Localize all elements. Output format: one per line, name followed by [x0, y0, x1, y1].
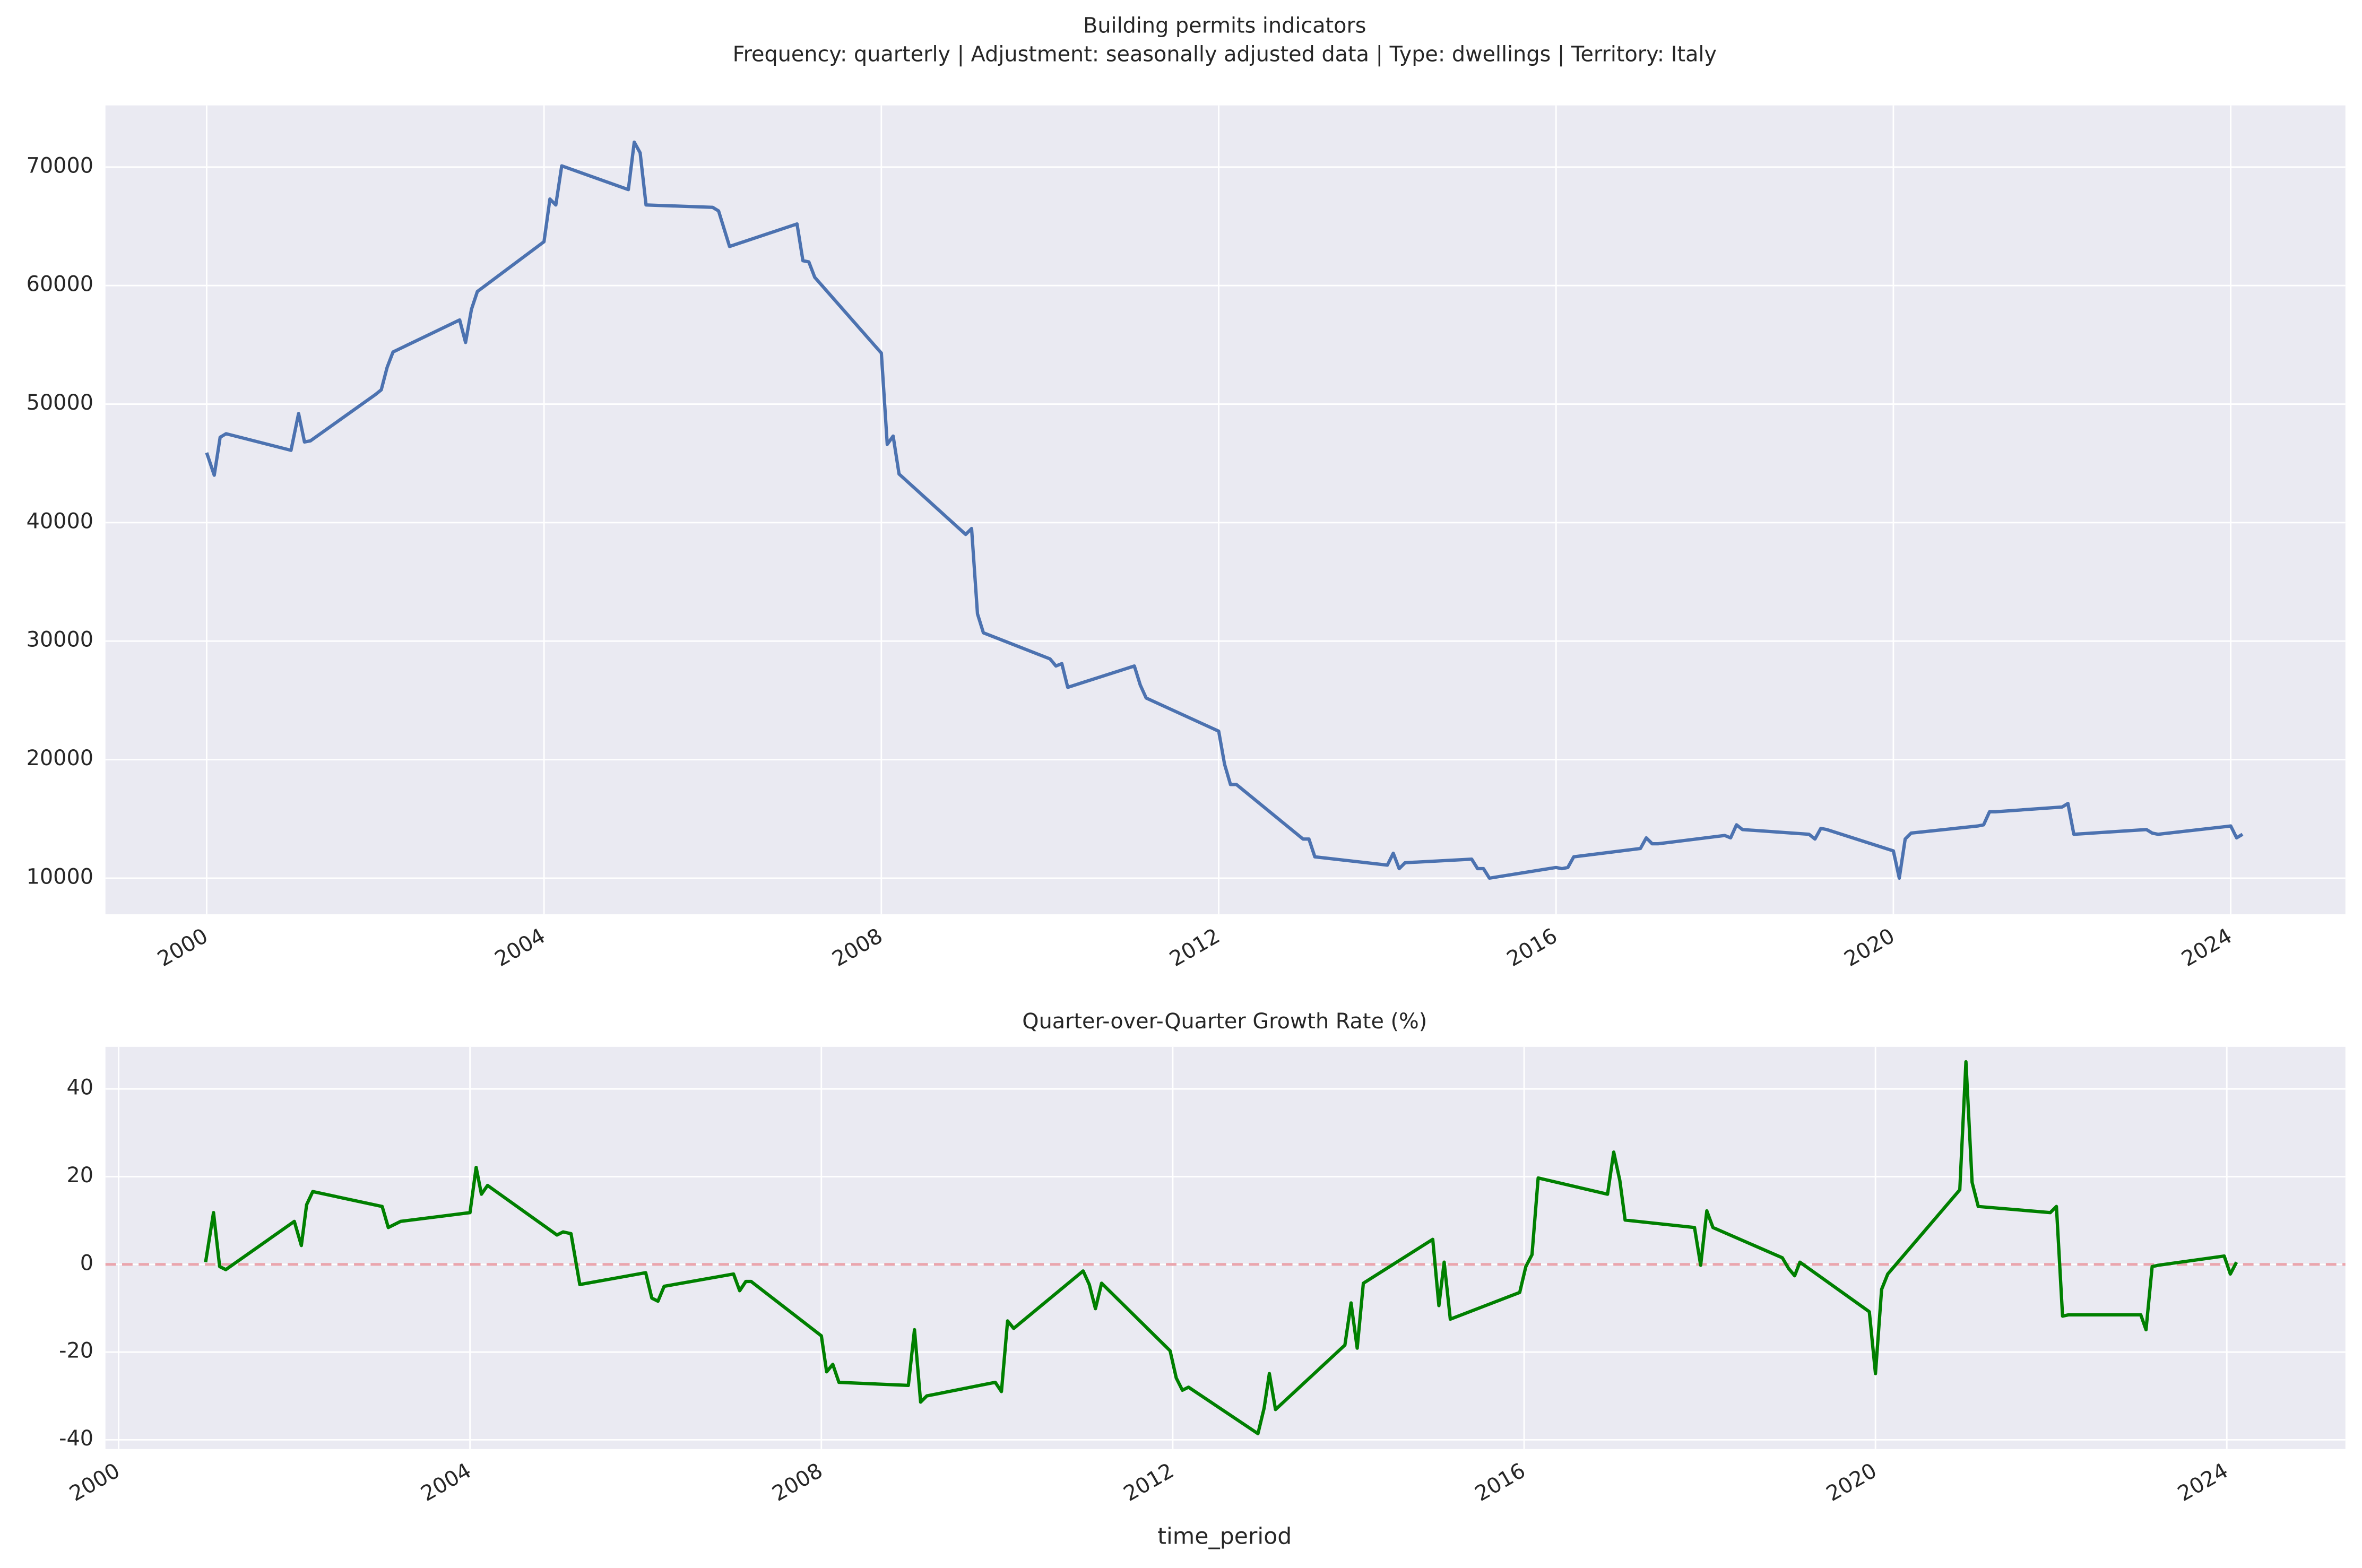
x-tick-label: 2004: [491, 924, 550, 972]
x-tick-label: 2004: [417, 1458, 475, 1506]
plot-background: [105, 105, 2346, 915]
x-tick-label: 2012: [1165, 924, 1224, 972]
y-tick-label: 10000: [27, 864, 93, 889]
x-tick-label: 2020: [1822, 1458, 1881, 1506]
x-tick-label: 2024: [2177, 924, 2236, 972]
x-axis-label: time_period: [1157, 1523, 1292, 1550]
y-tick-label: -20: [59, 1339, 93, 1363]
data-line: [204, 1060, 2238, 1435]
x-tick-label: 2016: [1471, 1458, 1530, 1506]
x-tick-label: 2008: [768, 1458, 827, 1506]
x-tick-label: 2000: [153, 924, 212, 972]
x-tick-label: 2020: [1840, 924, 1899, 972]
y-tick-label: -40: [59, 1426, 93, 1451]
panel-title: Quarter-over-Quarter Growth Rate (%): [1022, 1009, 1427, 1034]
y-tick-label: 70000: [27, 153, 93, 178]
y-tick-label: 60000: [27, 272, 93, 297]
y-tick-label: 20000: [27, 746, 93, 770]
y-tick-label: 40: [66, 1076, 93, 1100]
data-line: [205, 140, 2244, 880]
x-tick-label: 2024: [2174, 1458, 2233, 1506]
x-tick-label: 2012: [1120, 1458, 1179, 1506]
plot-background: [105, 1046, 2346, 1449]
x-tick-label: 2000: [65, 1458, 124, 1506]
y-tick-label: 0: [80, 1251, 93, 1275]
chart-subtitle: Frequency: quarterly | Adjustment: seaso…: [733, 42, 1717, 67]
x-tick-label: 2008: [828, 924, 887, 972]
y-tick-label: 20: [66, 1163, 93, 1188]
x-tick-label: 2016: [1503, 924, 1562, 972]
y-tick-label: 30000: [27, 628, 93, 652]
y-tick-label: 50000: [27, 391, 93, 415]
y-tick-label: 40000: [27, 509, 93, 533]
chart-title: Building permits indicators: [1083, 14, 1366, 38]
